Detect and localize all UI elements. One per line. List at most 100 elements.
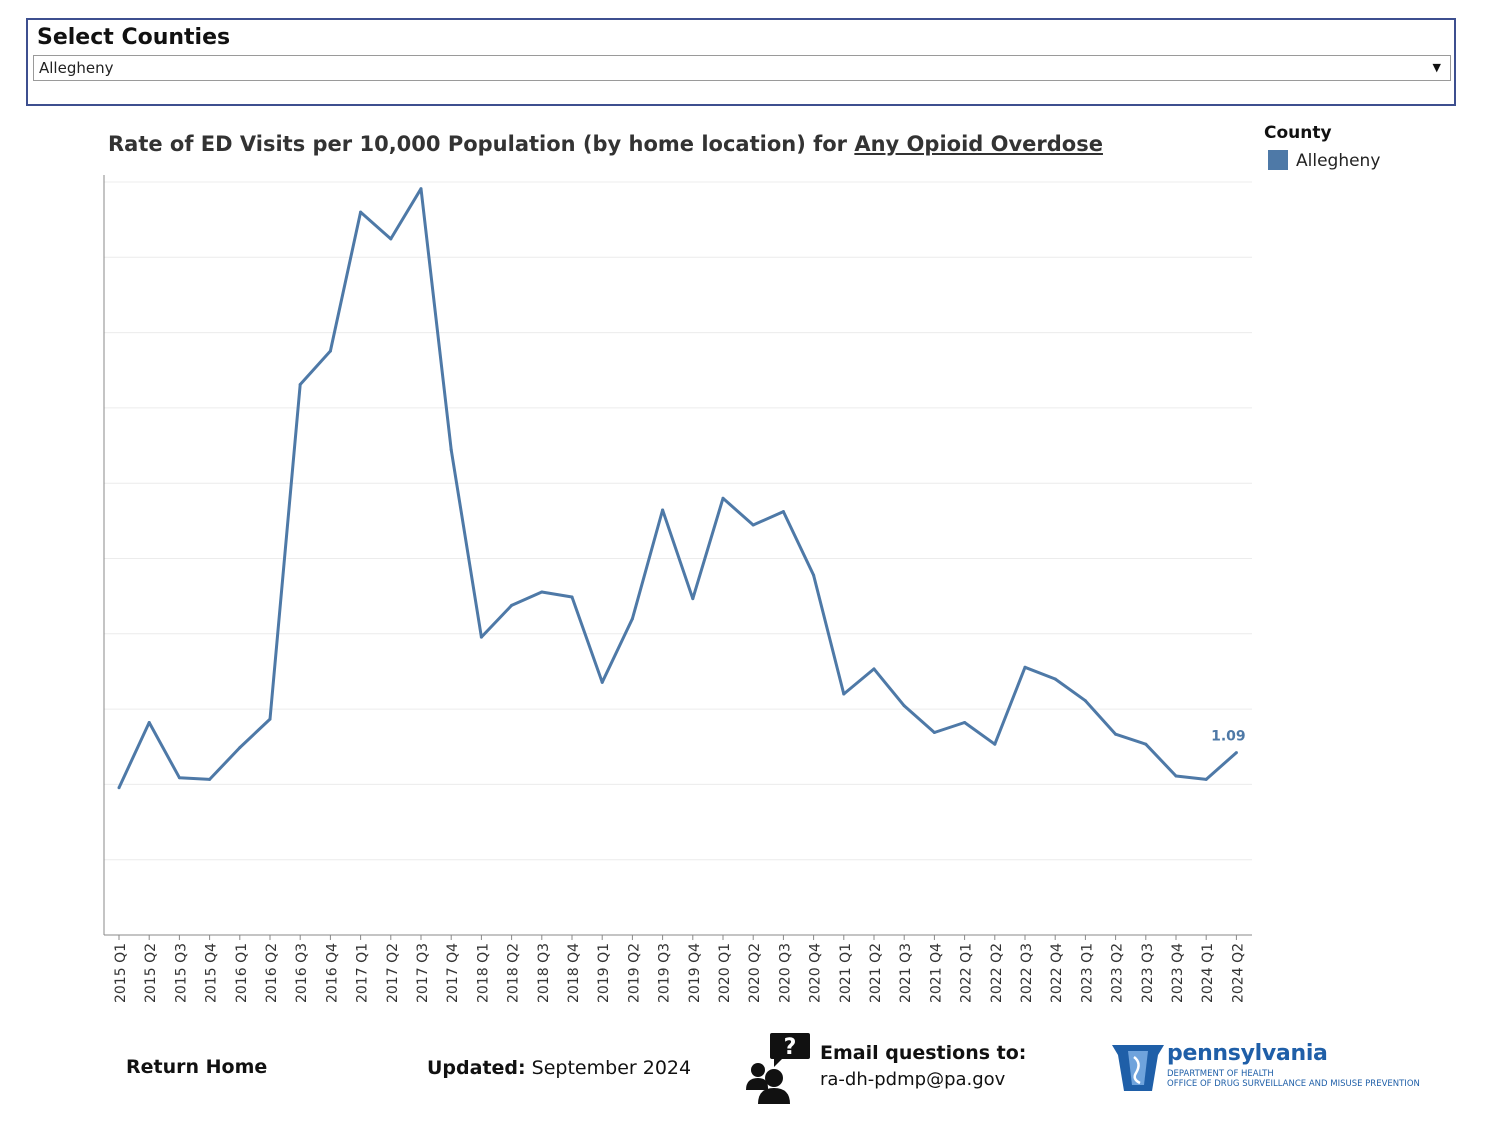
data-point-19 — [691, 597, 695, 601]
legend-item-label: Allegheny — [1296, 151, 1381, 171]
logo-dept-line1: Department of Health — [1167, 1069, 1274, 1079]
x-tick-label-18: 2019 Q3 — [657, 943, 673, 1003]
x-tick-label-27: 2021 Q4 — [928, 943, 944, 1003]
x-tick-label-3: 2015 Q4 — [204, 943, 220, 1003]
legend-swatch — [1268, 150, 1288, 170]
x-tick-label-31: 2022 Q4 — [1049, 943, 1065, 1003]
x-tick-label-11: 2017 Q4 — [445, 943, 461, 1003]
data-point-28 — [963, 720, 967, 724]
x-tick-label-17: 2019 Q2 — [626, 943, 642, 1003]
x-tick-label-12: 2018 Q1 — [475, 943, 491, 1003]
x-tick-label-4: 2016 Q1 — [234, 943, 250, 1003]
pennsylvania-keystone-logo — [1112, 1045, 1164, 1091]
question-chat-people-icon: ? — [746, 1033, 810, 1104]
county-filter-panel: Select Counties Allegheny ▼ — [26, 18, 1456, 106]
data-point-5 — [268, 717, 272, 721]
x-tick-label-10: 2017 Q3 — [415, 943, 431, 1003]
chart-title: Rate of ED Visits per 10,000 Population … — [108, 132, 1103, 156]
data-point-7 — [328, 349, 332, 353]
x-tick-label-28: 2022 Q1 — [959, 943, 975, 1003]
data-point-21 — [751, 523, 755, 527]
data-point-0 — [117, 786, 121, 790]
data-point-37 — [1234, 751, 1238, 755]
logo-dept-line2: Office of Drug Surveillance and Misuse P… — [1167, 1079, 1420, 1089]
x-tick-label-2: 2015 Q3 — [173, 943, 189, 1003]
email-questions-label: Email questions to: — [820, 1042, 1027, 1064]
data-point-30 — [1023, 665, 1027, 669]
logo-department: Department of Health Office of Drug Surv… — [1167, 1069, 1420, 1089]
x-tick-label-32: 2023 Q1 — [1079, 943, 1095, 1003]
data-point-26 — [902, 704, 906, 708]
x-tick-label-30: 2022 Q3 — [1019, 943, 1035, 1003]
data-point-6 — [298, 382, 302, 386]
end-value-label: 1.09 — [1211, 729, 1246, 745]
x-tick-label-9: 2017 Q2 — [385, 943, 401, 1003]
data-point-17 — [630, 617, 634, 621]
data-point-11 — [449, 448, 453, 452]
data-point-29 — [993, 742, 997, 746]
x-tick-label-0: 2015 Q1 — [113, 943, 129, 1003]
x-tick-label-36: 2024 Q1 — [1200, 943, 1216, 1003]
dropdown-arrow-icon[interactable]: ▼ — [1432, 61, 1441, 74]
legend-title: County — [1264, 123, 1332, 143]
county-filter-title: Select Counties — [37, 25, 231, 50]
county-select-value: Allegheny — [39, 59, 114, 77]
updated-label: Updated: — [427, 1057, 526, 1079]
data-point-31 — [1053, 677, 1057, 681]
x-tick-label-19: 2019 Q4 — [687, 943, 703, 1003]
x-tick-label-14: 2018 Q3 — [536, 943, 552, 1003]
x-tick-label-13: 2018 Q2 — [506, 943, 522, 1003]
x-tick-label-37: 2024 Q2 — [1230, 943, 1246, 1003]
data-point-22 — [781, 510, 785, 514]
chart-title-measure-link[interactable]: Any Opioid Overdose — [854, 132, 1103, 156]
line-chart: 2015 Q1 2015 Q2 2015 Q3 2015 Q4 2016 Q1 2016 … — [103, 175, 1252, 1003]
x-tick-label-1: 2015 Q2 — [143, 943, 159, 1003]
data-point-25 — [872, 667, 876, 671]
x-tick-label-26: 2021 Q3 — [898, 943, 914, 1003]
data-point-2 — [177, 776, 181, 780]
updated-value: September 2024 — [531, 1057, 692, 1079]
legend-item-allegheny[interactable]: Allegheny — [1268, 150, 1380, 171]
county-select-dropdown[interactable]: Allegheny ▼ — [33, 55, 1451, 81]
svg-text:?: ? — [784, 1035, 797, 1060]
x-tick-label-15: 2018 Q4 — [566, 943, 582, 1003]
x-tick-label-22: 2020 Q3 — [777, 943, 793, 1003]
x-tick-label-16: 2019 Q1 — [596, 943, 612, 1003]
data-point-24 — [842, 692, 846, 696]
data-point-9 — [389, 237, 393, 241]
data-point-35 — [1174, 774, 1178, 778]
x-tick-label-24: 2021 Q1 — [838, 943, 854, 1003]
x-tick-label-33: 2023 Q2 — [1110, 943, 1126, 1003]
x-tick-label-21: 2020 Q2 — [747, 943, 763, 1003]
data-point-16 — [600, 680, 604, 684]
x-tick-label-20: 2020 Q1 — [717, 943, 733, 1003]
data-point-1 — [147, 720, 151, 724]
data-point-36 — [1204, 777, 1208, 781]
data-point-13 — [510, 603, 514, 607]
data-point-15 — [570, 595, 574, 599]
data-point-4 — [238, 746, 242, 750]
data-point-33 — [1114, 732, 1118, 736]
x-tick-label-7: 2016 Q4 — [324, 943, 340, 1003]
data-point-32 — [1083, 699, 1087, 703]
x-tick-label-8: 2017 Q1 — [355, 943, 371, 1003]
data-point-3 — [208, 777, 212, 781]
data-point-8 — [359, 210, 363, 214]
data-point-20 — [721, 496, 725, 500]
data-point-10 — [419, 187, 423, 191]
x-tick-label-25: 2021 Q2 — [868, 943, 884, 1003]
series-line-allegheny — [117, 187, 1238, 789]
return-home-link[interactable]: Return Home — [126, 1056, 268, 1078]
chart-title-prefix: Rate of ED Visits per 10,000 Population … — [108, 132, 848, 156]
data-point-34 — [1144, 742, 1148, 746]
logo-name: pennsylvania — [1167, 1041, 1328, 1066]
x-tick-label-29: 2022 Q2 — [989, 943, 1005, 1003]
data-point-27 — [932, 731, 936, 735]
updated-info: Updated: September 2024 — [427, 1057, 691, 1079]
email-address-link[interactable]: ra-dh-pdmp@pa.gov — [820, 1069, 1006, 1090]
x-tick-label-5: 2016 Q2 — [264, 943, 280, 1003]
x-tick-label-34: 2023 Q3 — [1140, 943, 1156, 1003]
x-tick-label-35: 2023 Q4 — [1170, 943, 1186, 1003]
data-point-12 — [479, 635, 483, 639]
data-point-18 — [661, 508, 665, 512]
